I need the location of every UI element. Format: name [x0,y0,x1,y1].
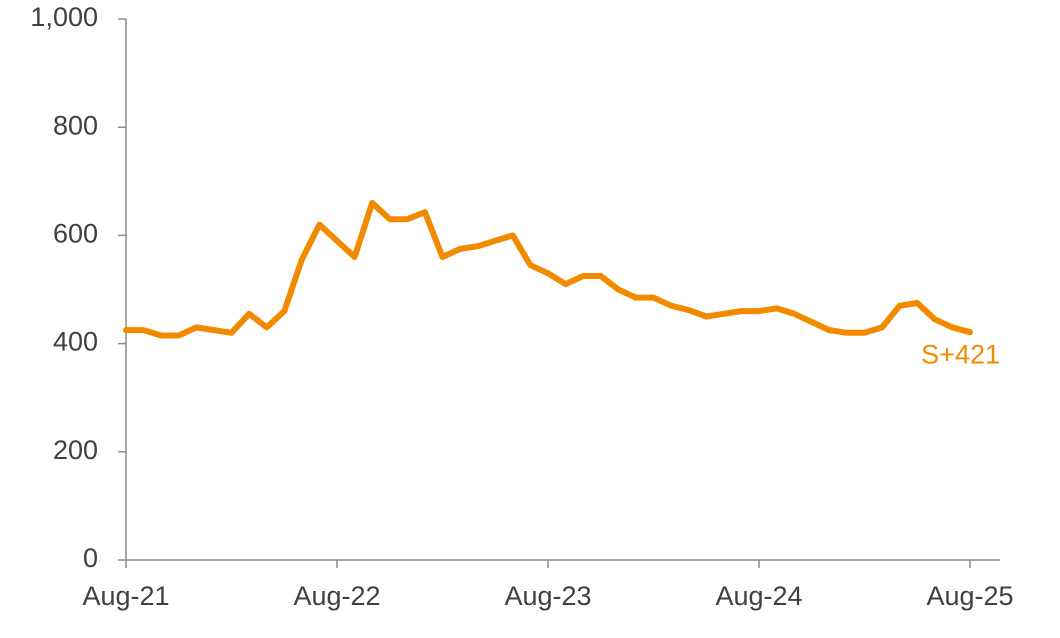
y-tick-label: 800 [53,110,98,140]
x-tick-label: Aug-22 [293,581,380,611]
line-series [123,199,973,339]
y-tick-label: 200 [53,435,98,465]
y-tick-label: 1,000 [30,2,98,32]
x-tick-label: Aug-24 [715,581,802,611]
y-tick-label: 600 [53,219,98,249]
y-tick-label: 0 [83,543,98,573]
x-tick-label: Aug-23 [504,581,591,611]
x-tick-label: Aug-25 [926,581,1013,611]
y-tick-label: 400 [53,327,98,357]
x-tick-label: Aug-21 [82,581,169,611]
annotation: S+421 [921,339,1000,369]
